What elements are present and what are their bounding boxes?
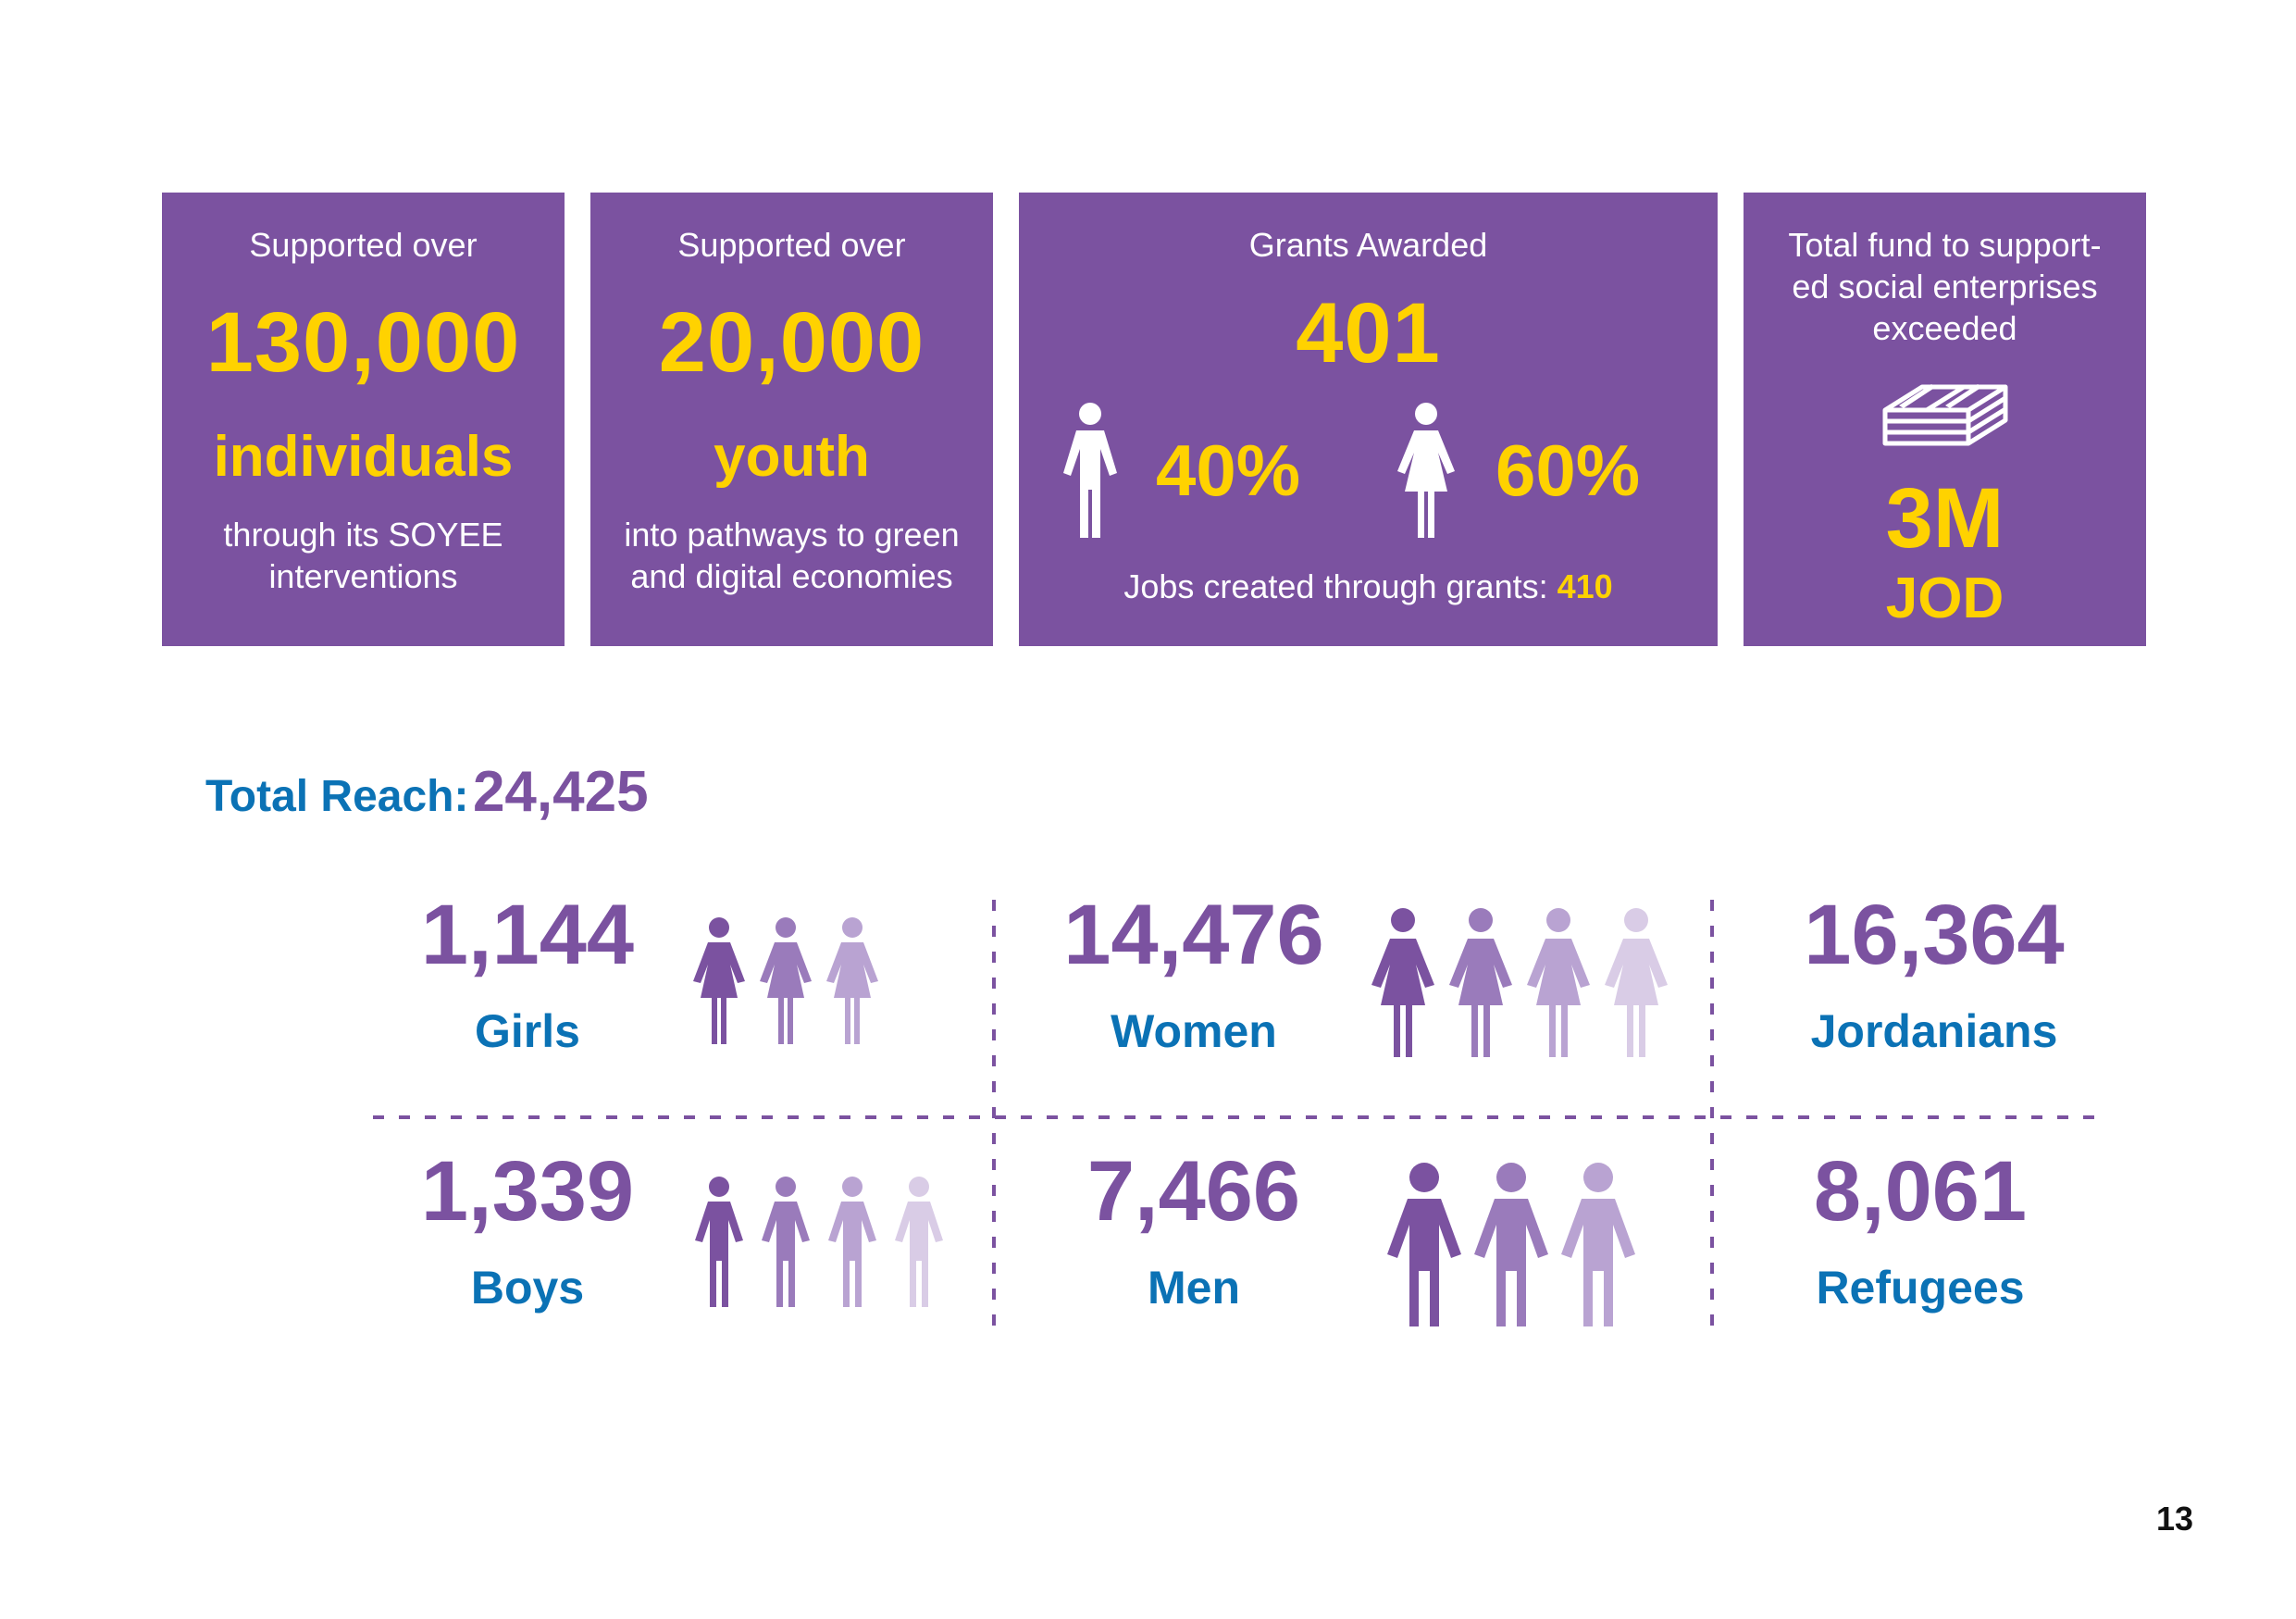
money-stack-icon — [1882, 384, 2008, 446]
women-value: 14,476 — [1063, 888, 1324, 982]
male-icon — [1063, 403, 1117, 538]
card-desc-line2: interventions — [268, 557, 458, 595]
jordanians-label: Jordanians — [1810, 1005, 2058, 1057]
total-reach-value: 24,425 — [472, 760, 649, 824]
women-label: Women — [1111, 1005, 1277, 1057]
total-reach-label: Total Reach: — [205, 772, 469, 821]
men-people-icons — [1387, 1163, 1635, 1326]
fund-currency: JOD — [1885, 567, 2004, 630]
jobs-created-line: Jobs created through grants: 410 — [1019, 566, 1718, 607]
female-percent: 60% — [1496, 430, 1641, 511]
boys-label: Boys — [470, 1262, 585, 1314]
stat-card-fund: Total fund to support- ed social enterpr… — [1744, 193, 2146, 646]
total-reach: Total Reach: 24,425 — [205, 759, 649, 825]
boys-people-icons — [695, 1177, 943, 1307]
card-label: Supported over — [677, 226, 906, 264]
stat-card-individuals: Supported over 130,000 individuals throu… — [162, 193, 565, 646]
card-figure: 130,000 — [205, 295, 521, 390]
card-figure: 20,000 — [658, 295, 925, 390]
men-value: 7,466 — [1086, 1144, 1301, 1239]
jobs-label: Jobs created through grants: — [1123, 567, 1548, 605]
grants-label: Grants Awarded — [1248, 226, 1488, 264]
page-number: 13 — [2156, 1500, 2194, 1538]
card-desc-line2: and digital economies — [630, 557, 953, 595]
boys-value: 1,339 — [420, 1144, 635, 1239]
refugees-value: 8,061 — [1813, 1144, 2028, 1239]
girls-people-icons — [693, 917, 878, 1044]
female-icon — [1397, 403, 1455, 538]
card-desc-line1: through its SOYEE — [223, 516, 503, 554]
women-people-icons — [1371, 908, 1668, 1057]
fund-label-line1: Total fund to support- — [1788, 226, 2102, 264]
card-desc-line1: into pathways to green — [624, 516, 960, 554]
card-label: Supported over — [249, 226, 478, 264]
stat-card-youth: Supported over 20,000 youth into pathway… — [590, 193, 993, 646]
male-percent: 40% — [1156, 430, 1301, 511]
girls-value: 1,144 — [420, 888, 635, 982]
jobs-value: 410 — [1557, 567, 1613, 605]
fund-label-line2: ed social enterprises — [1792, 268, 2098, 305]
fund-figure: 3M — [1885, 471, 2004, 566]
stat-card-grants: Grants Awarded 401 40% 60% Jobs created … — [1019, 193, 1718, 646]
jordanians-value: 16,364 — [1804, 888, 2065, 982]
refugees-label: Refugees — [1816, 1262, 2025, 1314]
girls-label: Girls — [475, 1005, 580, 1057]
fund-label-line3: exceeded — [1872, 309, 2017, 347]
men-label: Men — [1148, 1262, 1240, 1314]
card-unit: youth — [714, 425, 870, 489]
grants-figure: 401 — [1296, 286, 1441, 380]
card-unit: individuals — [213, 425, 514, 489]
